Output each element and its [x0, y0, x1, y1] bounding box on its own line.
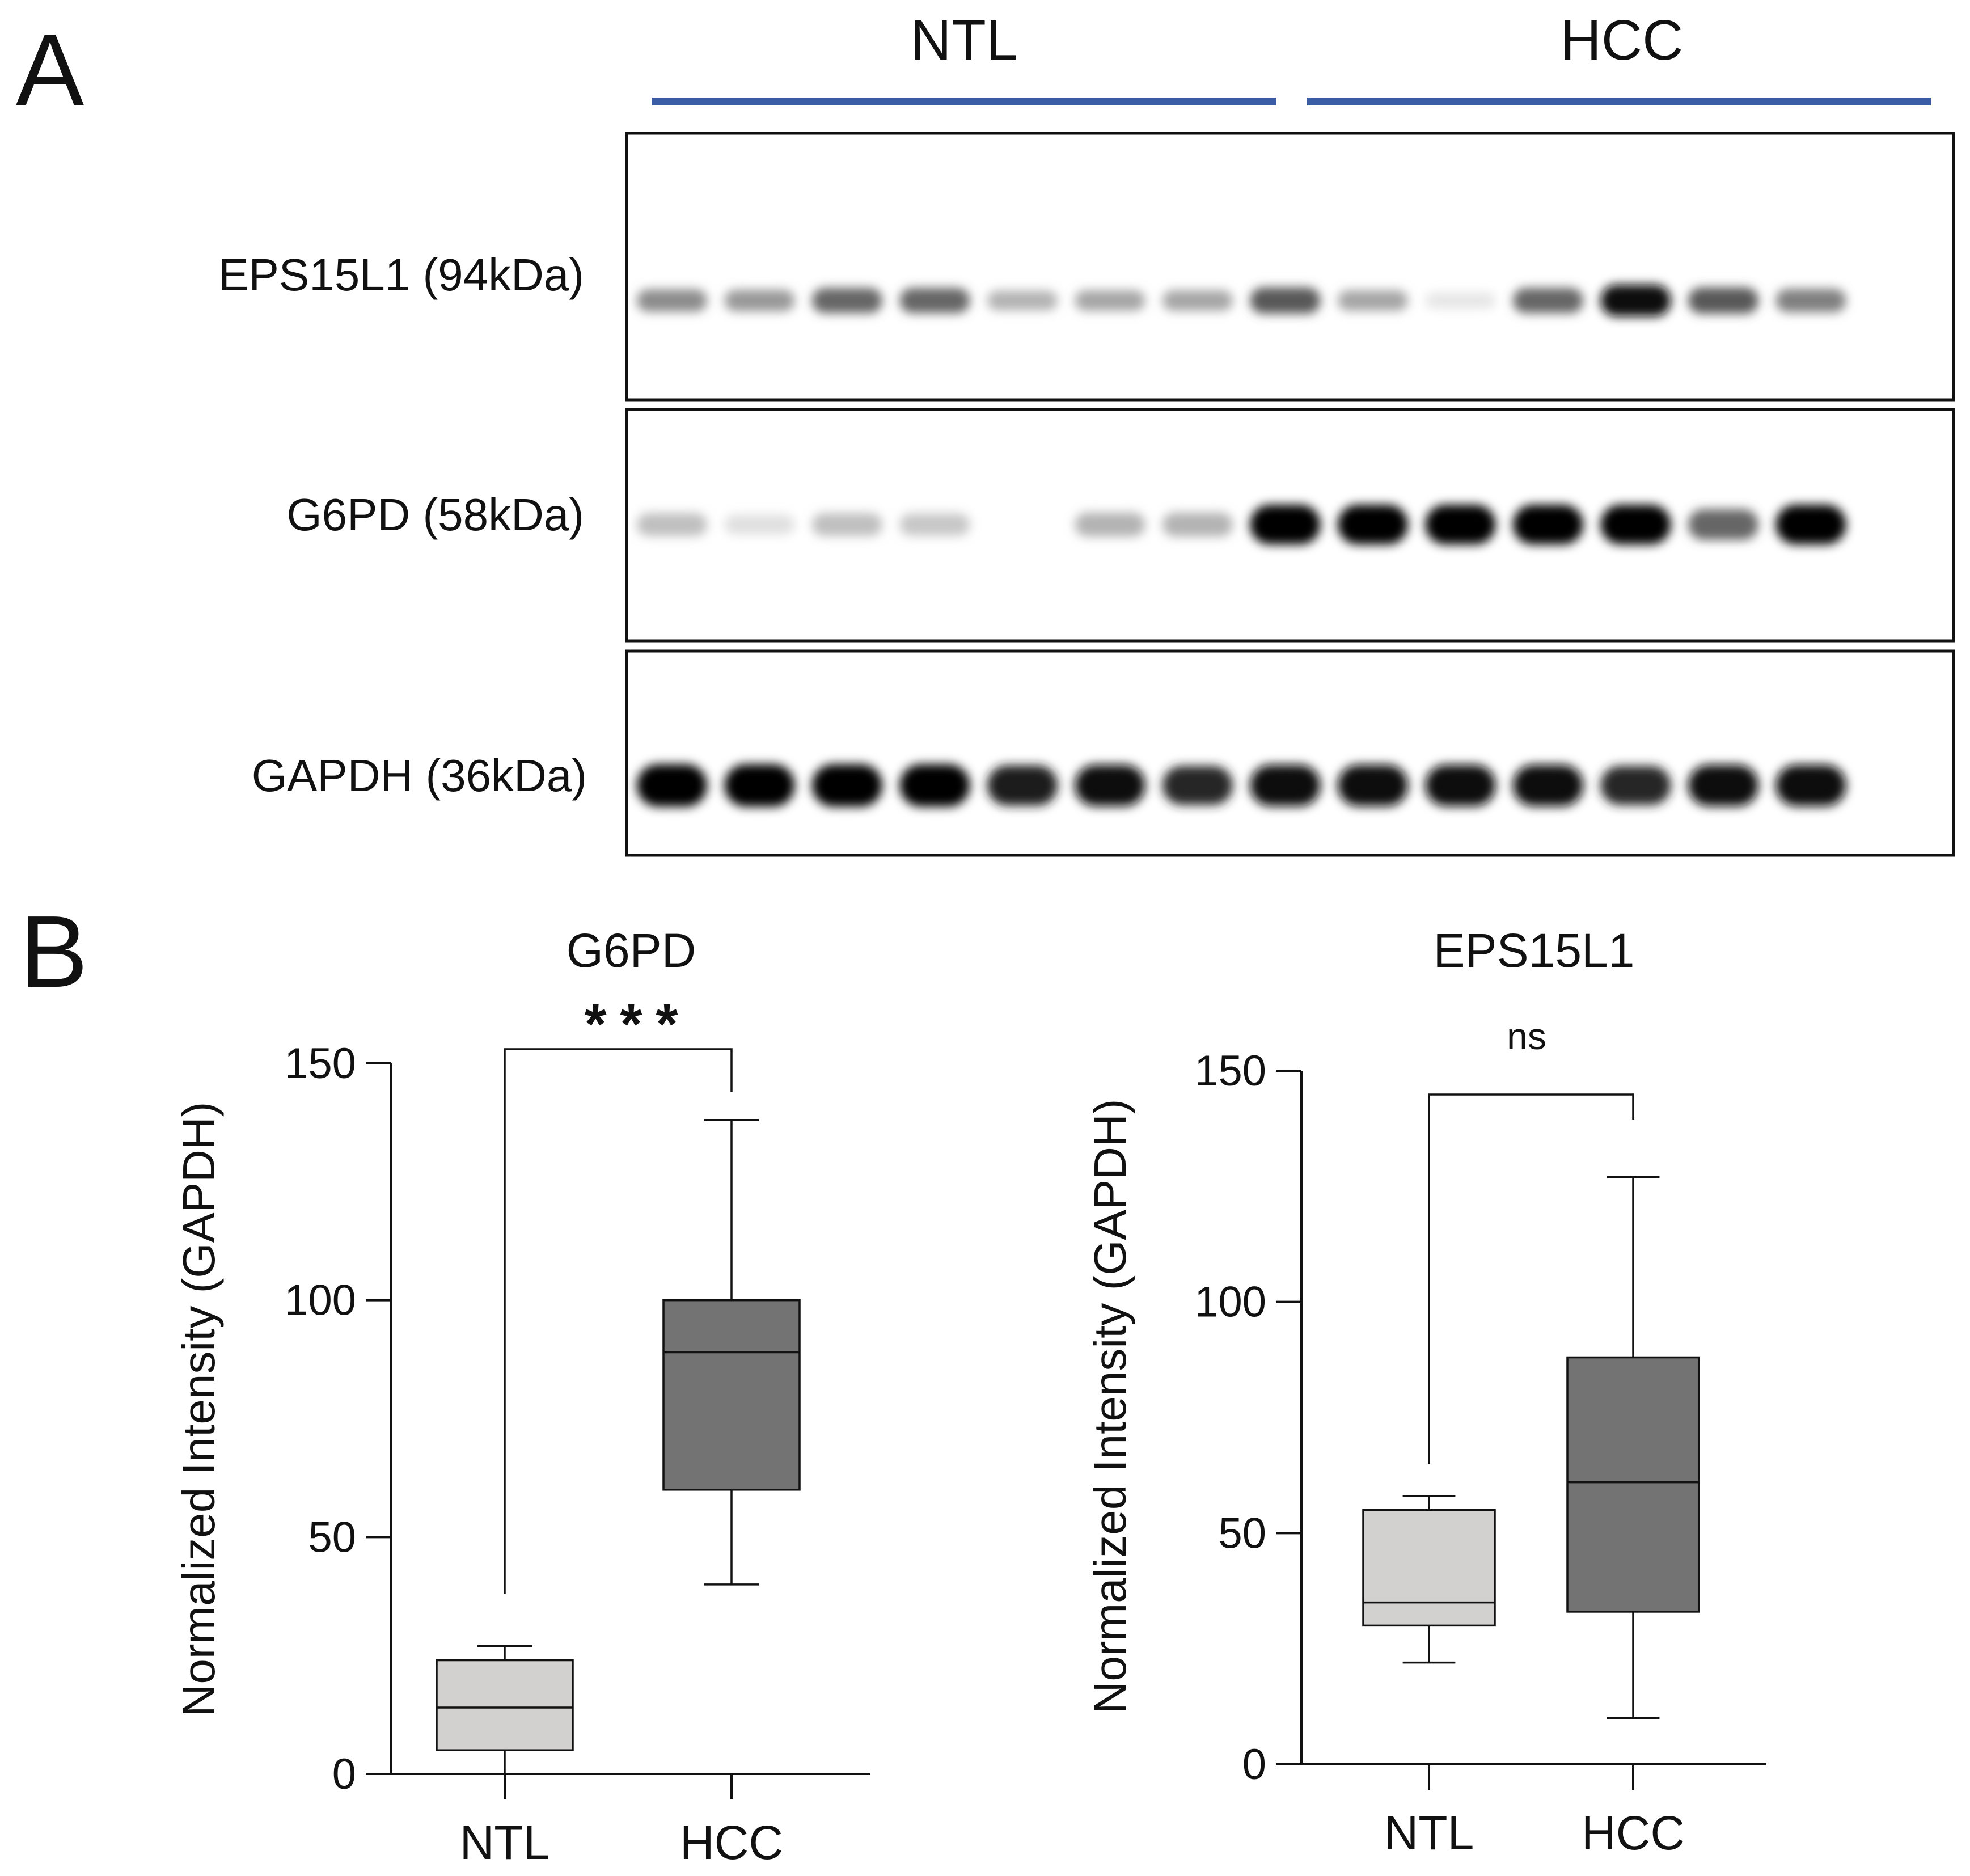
chart-title-g6pd: G6PD	[567, 924, 696, 977]
band	[1162, 290, 1233, 311]
group-bar-ntl	[652, 98, 1276, 105]
band	[899, 288, 970, 314]
band	[899, 513, 970, 536]
x-tick-label: NTL	[1384, 1806, 1474, 1860]
y-axis-label-g6pd: Normalized Intensity (GAPDH)	[174, 1102, 224, 1717]
band	[812, 288, 882, 314]
band	[1688, 509, 1758, 540]
box-iqr	[1362, 1509, 1496, 1627]
box-hcc	[1566, 1176, 1700, 1719]
band	[637, 289, 707, 312]
x-tick-label: NTL	[460, 1816, 550, 1869]
box-iqr	[1566, 1356, 1700, 1613]
band	[1513, 505, 1583, 544]
band	[1075, 764, 1145, 806]
band	[1425, 505, 1496, 544]
band	[1250, 287, 1321, 314]
band	[812, 764, 882, 807]
group-header-hcc: HCC	[1307, 9, 1931, 105]
band	[1775, 764, 1846, 806]
band	[1775, 289, 1846, 312]
band	[987, 765, 1058, 806]
x-tick-label: HCC	[680, 1816, 783, 1869]
blot-label-gapdh: GAPDH (36kDa)	[252, 750, 587, 801]
blot-g6pd: G6PD (58kDa)	[286, 408, 1955, 643]
band	[1600, 285, 1671, 316]
band	[987, 290, 1058, 311]
plot-area-g6pd: 0 50 100 150 NTL HCC	[284, 1040, 870, 1869]
group-label-hcc: HCC	[1561, 9, 1684, 72]
blot-frame-gapdh	[625, 649, 1955, 857]
y-axis-label-eps15l1: Normalized Intensity (GAPDH)	[1085, 1099, 1135, 1714]
bands-g6pd	[637, 505, 1846, 544]
group-header-ntl: NTL	[652, 9, 1276, 105]
band	[899, 764, 970, 807]
blot-frame-eps15l1	[625, 132, 1955, 402]
band	[1338, 505, 1408, 544]
band	[987, 516, 1058, 534]
band	[1513, 764, 1583, 806]
chart-title-eps15l1: EPS15L1	[1434, 924, 1635, 977]
box-iqr	[662, 1299, 801, 1491]
band	[724, 289, 795, 312]
bands-gapdh	[637, 764, 1846, 807]
band	[724, 764, 795, 807]
band	[1600, 505, 1671, 544]
band	[637, 764, 707, 807]
y-tick-label: 0	[1242, 1740, 1266, 1789]
band	[1775, 505, 1846, 544]
band	[1075, 290, 1145, 311]
group-bar-hcc	[1307, 98, 1931, 105]
band	[1162, 512, 1233, 537]
box-ntl	[436, 1645, 574, 1775]
significance-bracket	[1428, 1093, 1634, 1464]
y-tick-label: 100	[1194, 1278, 1266, 1326]
band	[1250, 505, 1321, 544]
boxplot-eps15l1: EPS15L1 ns Normalized Intensity (GAPDH) …	[1085, 924, 1766, 1860]
band	[1425, 764, 1496, 806]
band	[1250, 764, 1321, 806]
blot-label-g6pd: G6PD (58kDa)	[286, 489, 584, 540]
band	[812, 513, 882, 536]
blot-eps15l1: EPS15L1 (94kDa)	[218, 132, 1955, 402]
panel-b-label: B	[20, 895, 88, 1009]
y-tick-label: 100	[284, 1277, 356, 1325]
boxplot-g6pd: G6PD *** Normalized Intensity (GAPDH) 0 5…	[174, 924, 870, 1869]
y-tick-label: 150	[284, 1040, 356, 1088]
x-tick-label: HCC	[1582, 1806, 1685, 1860]
y-tick-label: 50	[1218, 1509, 1266, 1557]
band	[1688, 287, 1758, 314]
band	[1338, 290, 1408, 311]
band	[1162, 766, 1233, 805]
significance-g6pd: ***	[585, 992, 692, 1056]
group-label-ntl: NTL	[911, 9, 1018, 72]
plot-area-eps15l1: 0 50 100 150 NTL HCC	[1194, 1047, 1766, 1860]
blot-gapdh: GAPDH (36kDa)	[252, 649, 1955, 857]
box-hcc	[662, 1119, 801, 1586]
box-ntl	[1362, 1495, 1496, 1664]
band	[637, 513, 707, 536]
bands-eps15l1	[637, 285, 1846, 316]
band	[1338, 764, 1408, 806]
y-tick-label: 50	[308, 1513, 356, 1561]
band	[1425, 292, 1496, 309]
band	[1688, 764, 1758, 806]
significance-bracket	[504, 1048, 733, 1594]
significance-eps15l1: ns	[1507, 1015, 1546, 1057]
box-iqr	[436, 1659, 574, 1751]
panel-a-label: A	[16, 13, 84, 127]
y-tick-label: 150	[1194, 1047, 1266, 1095]
band	[1600, 766, 1671, 805]
band	[724, 514, 795, 535]
band	[1075, 512, 1145, 537]
y-tick-label: 0	[332, 1750, 356, 1798]
blot-label-eps15l1: EPS15L1 (94kDa)	[218, 250, 584, 300]
band	[1513, 288, 1583, 314]
